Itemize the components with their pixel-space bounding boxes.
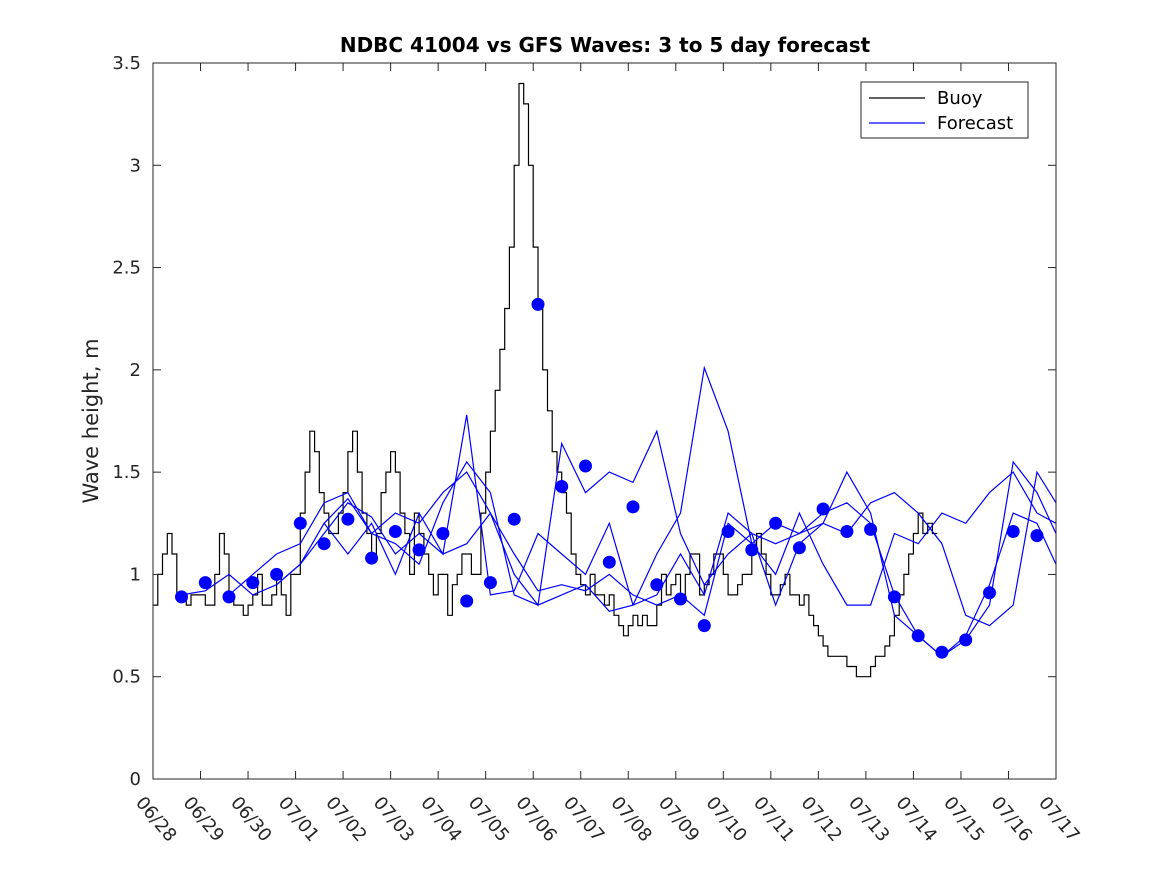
forecast-point xyxy=(697,619,711,633)
x-tick-label: 07/04 xyxy=(416,793,465,846)
x-tick-label: 07/15 xyxy=(939,793,988,846)
forecast-point xyxy=(1030,529,1044,543)
forecast-point xyxy=(246,576,260,590)
x-tick-label: 07/03 xyxy=(369,793,418,846)
forecast-point xyxy=(365,551,379,565)
forecast-line xyxy=(276,365,1057,612)
forecast-point xyxy=(483,576,497,590)
forecast-point xyxy=(864,522,878,536)
forecast-point xyxy=(674,592,687,606)
y-tick-label: 2 xyxy=(130,360,141,381)
legend-label: Buoy xyxy=(937,88,983,109)
forecast-point xyxy=(840,525,854,538)
forecast-point xyxy=(650,578,664,592)
x-tick-label: 07/17 xyxy=(1034,793,1083,846)
forecast-point xyxy=(816,502,830,516)
y-tick-label: 1 xyxy=(130,564,141,585)
plot-area xyxy=(153,82,1057,678)
forecast-point xyxy=(198,576,212,590)
forecast-point xyxy=(935,645,949,659)
forecast-point xyxy=(983,586,996,600)
legend: Buoy Forecast xyxy=(860,81,1029,139)
forecast-point xyxy=(222,590,236,604)
y-tick-label: 0.5 xyxy=(112,667,141,688)
x-axis: 06/2806/2906/3007/0107/0207/0307/0407/05… xyxy=(131,63,1084,846)
forecast-point xyxy=(769,516,783,530)
forecast-line xyxy=(181,502,1057,658)
y-tick-label: 3 xyxy=(130,155,141,176)
x-tick-label: 06/28 xyxy=(131,793,180,846)
y-tick-label: 3.5 xyxy=(112,53,141,74)
forecast-point xyxy=(388,525,402,538)
x-tick-label: 06/29 xyxy=(179,793,228,846)
forecast-point xyxy=(175,590,188,604)
forecast-point xyxy=(911,629,925,643)
forecast-point xyxy=(745,543,759,557)
forecast-point xyxy=(1006,525,1020,538)
y-tick-label: 2.5 xyxy=(112,258,141,279)
x-tick-label: 07/02 xyxy=(321,793,370,846)
x-tick-label: 07/11 xyxy=(749,793,798,846)
x-tick-label: 07/05 xyxy=(464,793,513,846)
x-tick-label: 07/09 xyxy=(654,793,703,846)
x-tick-label: 07/10 xyxy=(701,793,750,846)
forecast-point xyxy=(436,527,450,540)
forecast-point xyxy=(959,633,973,647)
forecast-point xyxy=(579,459,592,473)
forecast-point xyxy=(412,543,426,557)
forecast-point xyxy=(531,297,545,311)
forecast-point xyxy=(887,590,901,604)
forecast-point xyxy=(293,516,307,530)
x-tick-label: 07/07 xyxy=(559,793,608,846)
x-tick-label: 07/06 xyxy=(511,793,560,846)
x-tick-label: 06/30 xyxy=(226,793,275,846)
forecast-point xyxy=(317,537,331,551)
forecast-point xyxy=(602,555,616,569)
forecast-point xyxy=(460,594,474,608)
plot-frame xyxy=(152,62,1057,780)
legend-label: Forecast xyxy=(937,113,1013,134)
forecast-point xyxy=(270,567,284,581)
legend-box xyxy=(860,81,1029,139)
x-tick-label: 07/13 xyxy=(844,793,893,846)
forecast-point xyxy=(507,512,521,526)
x-tick-label: 07/12 xyxy=(797,793,846,846)
x-tick-label: 07/08 xyxy=(606,793,655,846)
forecast-point xyxy=(792,541,806,555)
forecast-point xyxy=(555,480,569,493)
forecast-point xyxy=(626,500,640,514)
y-tick-label: 1.5 xyxy=(112,462,141,483)
x-tick-label: 07/14 xyxy=(892,793,941,846)
x-tick-label: 07/16 xyxy=(987,793,1036,846)
x-tick-label: 07/01 xyxy=(274,793,323,846)
chart-title: NDBC 41004 vs GFS Waves: 3 to 5 day fore… xyxy=(340,33,871,57)
y-axis-label: Wave height, m xyxy=(79,338,103,503)
forecast-point xyxy=(341,512,355,526)
forecast-point xyxy=(721,525,735,538)
y-tick-label: 0 xyxy=(130,769,141,790)
y-axis: 0 0.5 1 1.5 2 2.5 3 3.5 xyxy=(112,53,1056,790)
